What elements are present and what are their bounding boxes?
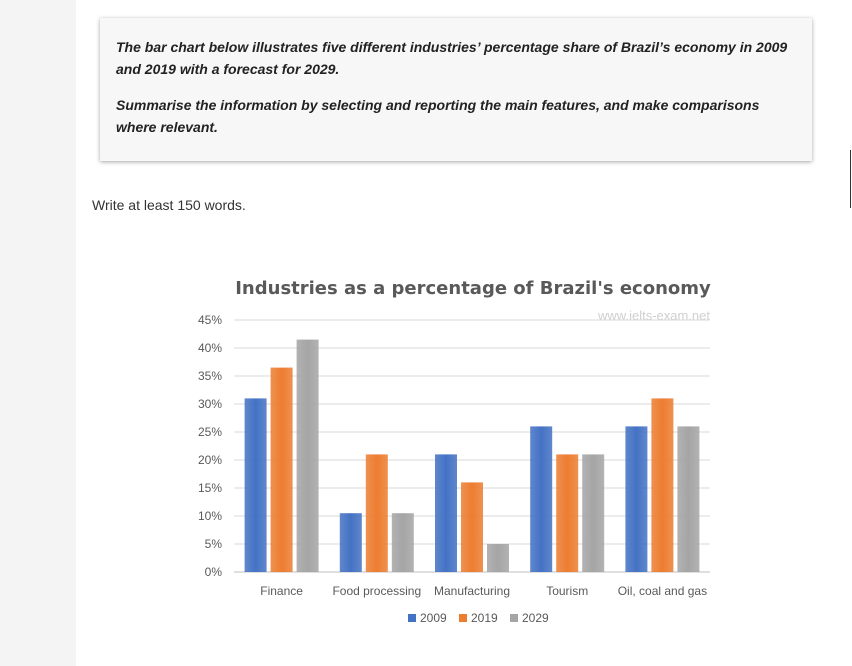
x-category-label: Oil, coal and gas <box>618 584 707 598</box>
bar-2019-2 <box>461 482 483 572</box>
legend-swatch-2009 <box>408 614 416 622</box>
chart-title: Industries as a percentage of Brazil's e… <box>235 278 711 299</box>
bar-2029-2 <box>487 544 509 572</box>
legend-label: 2019 <box>471 611 498 625</box>
bar-2019-4 <box>651 398 674 572</box>
legend-swatch-2029 <box>510 614 518 622</box>
bar-2019-3 <box>556 454 579 572</box>
x-category-label: Food processing <box>332 584 421 598</box>
y-tick-label: 45% <box>198 313 222 327</box>
word-count-instruction: Write at least 150 words. <box>92 197 246 213</box>
bar-2009-2 <box>435 454 457 572</box>
y-tick-label: 35% <box>198 369 222 383</box>
y-tick-label: 0% <box>205 565 223 579</box>
bar-2029-3 <box>582 454 605 572</box>
y-tick-label: 25% <box>198 425 222 439</box>
bar-2029-4 <box>677 426 700 572</box>
watermark: www.ielts-exam.net <box>597 308 710 323</box>
y-tick-label: 15% <box>198 481 222 495</box>
legend-swatch-2019 <box>459 614 467 622</box>
legend-label: 2009 <box>420 611 447 625</box>
task-prompt-box: The bar chart below illustrates five dif… <box>100 18 812 161</box>
task-paragraph-1: The bar chart below illustrates five dif… <box>116 39 788 77</box>
x-category-label: Finance <box>260 584 303 598</box>
bar-2009-1 <box>339 513 362 572</box>
bar-2009-4 <box>625 426 648 572</box>
y-tick-label: 5% <box>205 537 223 551</box>
x-category-label: Manufacturing <box>434 584 510 598</box>
x-category-label: Tourism <box>546 584 588 598</box>
bar-2019-1 <box>365 454 388 572</box>
bar-2019-0 <box>270 367 293 572</box>
legend-label: 2029 <box>522 611 549 625</box>
y-tick-label: 20% <box>198 453 222 467</box>
bar-2029-0 <box>296 339 319 572</box>
bar-2029-1 <box>391 513 414 572</box>
y-tick-label: 10% <box>198 509 222 523</box>
bar-2009-0 <box>244 398 267 572</box>
task-paragraph-2: Summarise the information by selecting a… <box>116 97 760 135</box>
y-tick-label: 40% <box>198 341 222 355</box>
y-tick-label: 30% <box>198 397 222 411</box>
scrollbar-edge <box>850 150 851 208</box>
bar-2009-3 <box>530 426 553 572</box>
